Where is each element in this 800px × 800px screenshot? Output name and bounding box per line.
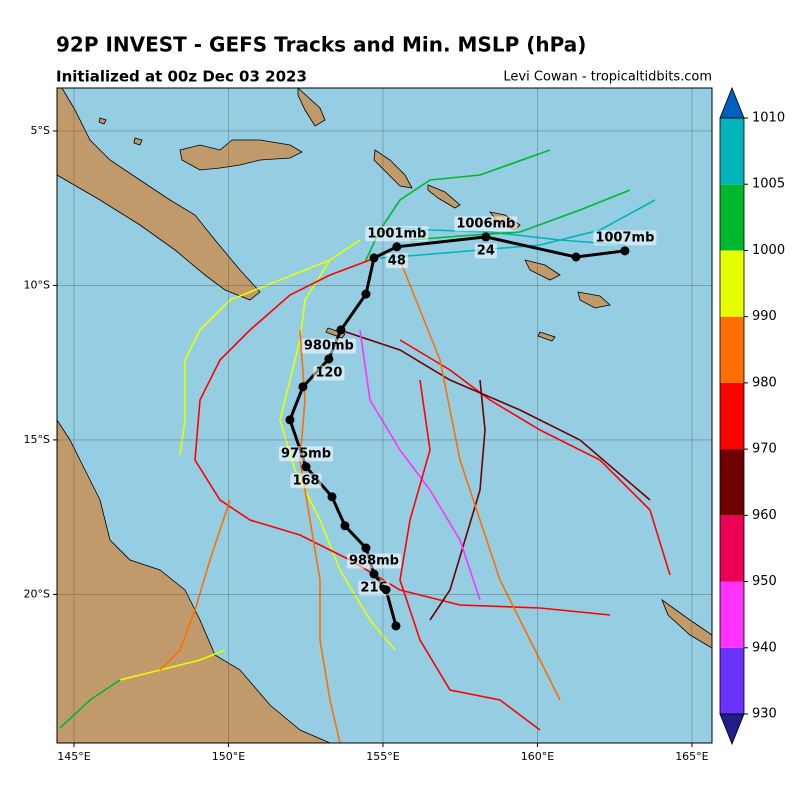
track-label: 216: [360, 580, 387, 595]
track-point: [361, 289, 371, 299]
colorbar-tick-label: 990: [752, 309, 777, 324]
track-label: 1007mb: [595, 230, 654, 245]
colorbar-segment: [720, 581, 744, 648]
colorbar-segment: [720, 515, 744, 582]
colorbar-tick-label: 930: [752, 707, 777, 722]
colorbar-tick-label: 940: [752, 640, 777, 655]
track-label: 48: [388, 253, 406, 268]
colorbar-extend-high: [719, 86, 745, 119]
x-tick-label: 145°E: [57, 750, 90, 763]
colorbar-tick-label: 950: [752, 574, 777, 589]
track-label: 975mb: [281, 446, 331, 461]
map-frame: [56, 87, 713, 744]
track-point: [391, 621, 401, 631]
x-tick-label: 150°E: [212, 750, 245, 763]
colorbar-segment: [720, 647, 744, 714]
track-point: [285, 415, 295, 425]
label-box: [474, 243, 497, 259]
x-tick-label: 165°E: [675, 750, 708, 763]
track-point: [340, 521, 350, 531]
track-point: [481, 232, 491, 242]
colorbar-tick-label: 970: [752, 442, 777, 457]
title: 92P INVEST - GEFS Tracks and Min. MSLP (…: [56, 33, 586, 57]
colorbar-segment: [720, 382, 744, 450]
ensemble-tracks: [59, 149, 671, 743]
track-point: [327, 492, 337, 502]
colorbar-tick-label: 960: [752, 508, 777, 523]
colorbar-segment: [720, 184, 744, 251]
track-point: [620, 246, 630, 256]
y-tick-label: 10°S: [24, 278, 50, 291]
colorbar-segment: [720, 316, 744, 383]
x-tick-label: 160°E: [521, 750, 554, 763]
colorbar-tick-label: 980: [752, 375, 777, 390]
track-point: [571, 252, 581, 262]
track-point: [301, 462, 311, 472]
y-tick-label: 15°S: [24, 433, 50, 446]
track-point: [324, 354, 334, 364]
colorbar-segment: [720, 449, 744, 516]
label-box: [365, 226, 429, 242]
x-tick-label: 155°E: [366, 750, 399, 763]
track-label: 1001mb: [367, 226, 426, 241]
colorbar-tick-label: 1010: [752, 111, 785, 126]
track-point: [361, 543, 371, 553]
label-box: [313, 365, 345, 381]
label-box: [279, 446, 334, 462]
track-point: [392, 242, 402, 252]
track-label: 1006mb: [456, 216, 515, 231]
label-box: [593, 230, 657, 246]
track-point: [381, 585, 391, 595]
track-label: 24: [477, 243, 495, 258]
colorbar-extend-low: [719, 713, 745, 746]
credit: Levi Cowan - tropicaltidbits.com: [503, 70, 712, 85]
label-box: [358, 580, 390, 596]
track-point: [298, 382, 308, 392]
colorbar-tick-label: 1000: [752, 243, 785, 258]
track-point: [369, 569, 379, 579]
track-point: [369, 253, 379, 263]
track-label: 988mb: [349, 553, 399, 568]
colorbar-tick-label: 1005: [752, 177, 785, 192]
label-box: [454, 216, 518, 232]
track-label: 120: [315, 365, 342, 380]
land: [57, 88, 712, 743]
label-box: [385, 253, 408, 269]
colorbar-segment: [720, 118, 744, 185]
track-label: 168: [292, 473, 319, 488]
y-tick-label: 5°S: [31, 124, 50, 137]
subtitle: Initialized at 00z Dec 03 2023: [56, 68, 307, 86]
track-label: 980mb: [304, 338, 354, 353]
label-box: [301, 338, 356, 354]
label-box: [290, 473, 322, 489]
track-point: [336, 325, 346, 335]
label-box: [346, 553, 401, 569]
colorbar-segment: [720, 250, 744, 317]
colorbar-frame: [719, 117, 745, 715]
y-tick-label: 20°S: [24, 587, 50, 600]
